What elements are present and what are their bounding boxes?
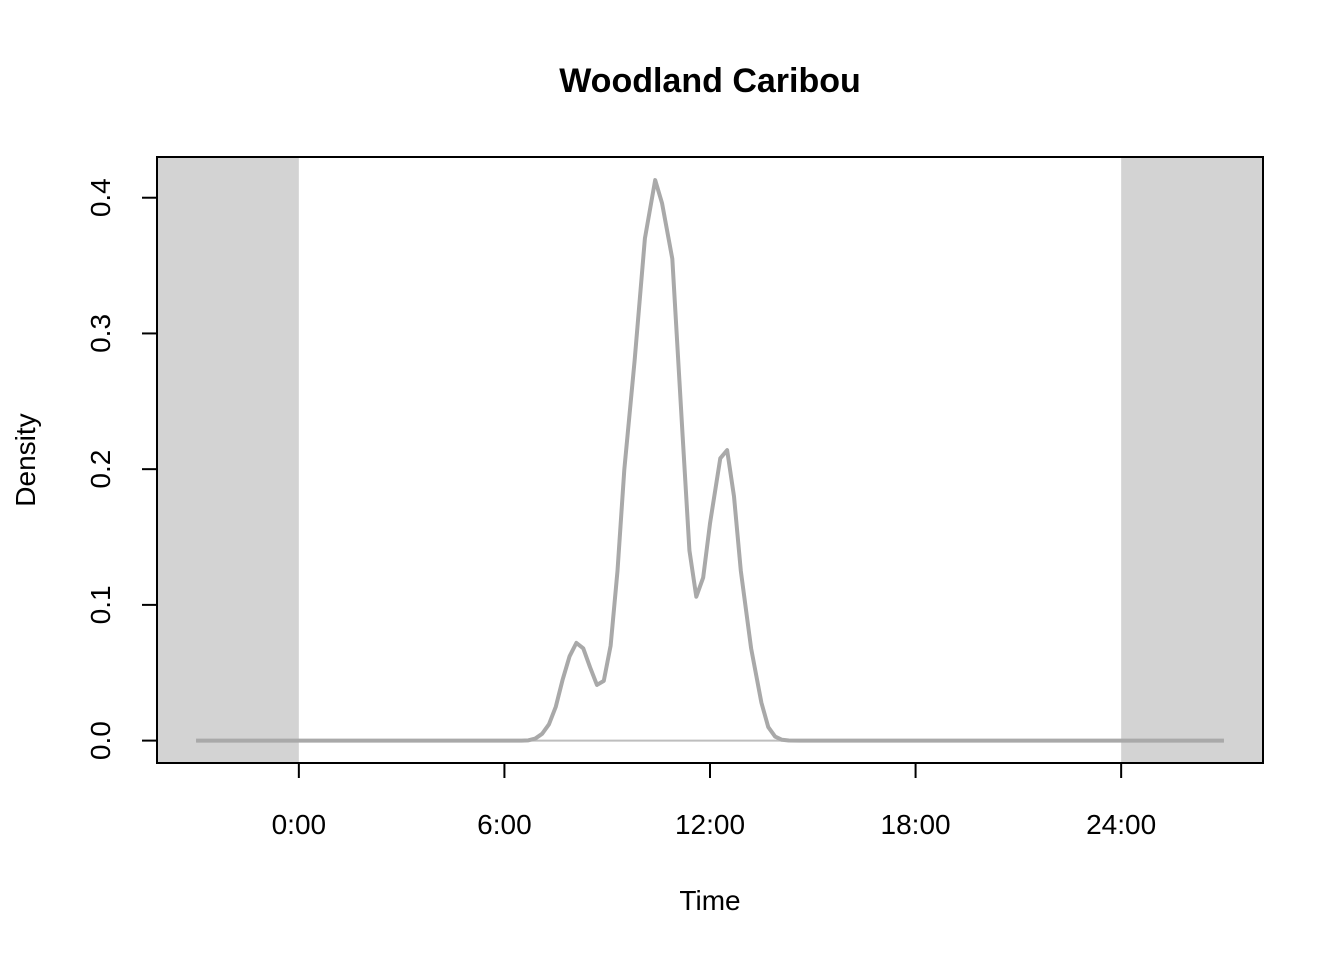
y-axis-label: Density [10, 413, 41, 506]
density-line [196, 178, 1224, 743]
shaded-ranges [157, 157, 1263, 763]
x-tick-label-1: 6:00 [477, 809, 532, 840]
chart-title: Woodland Caribou [559, 62, 861, 100]
x-tick-label-3: 18:00 [881, 809, 951, 840]
x-axis-label: Time [679, 885, 740, 916]
y-tick-label-1: 0.1 [85, 585, 116, 624]
x-tick-label-0: 0:00 [272, 809, 327, 840]
x-axis: 0:00 6:00 12:00 18:00 24:00 [272, 763, 1156, 840]
x-tick-label-2: 12:00 [675, 809, 745, 840]
shaded-range-0 [157, 157, 299, 763]
plot-frame [156, 156, 1264, 764]
y-tick-label-4: 0.4 [85, 178, 116, 217]
y-axis: 0.0 0.1 0.2 0.3 0.4 [85, 178, 157, 760]
y-tick-label-0: 0.0 [85, 721, 116, 760]
shaded-range-1 [1121, 157, 1263, 763]
y-tick-label-2: 0.2 [85, 450, 116, 489]
x-tick-label-4: 24:00 [1086, 809, 1156, 840]
y-tick-label-3: 0.3 [85, 314, 116, 353]
